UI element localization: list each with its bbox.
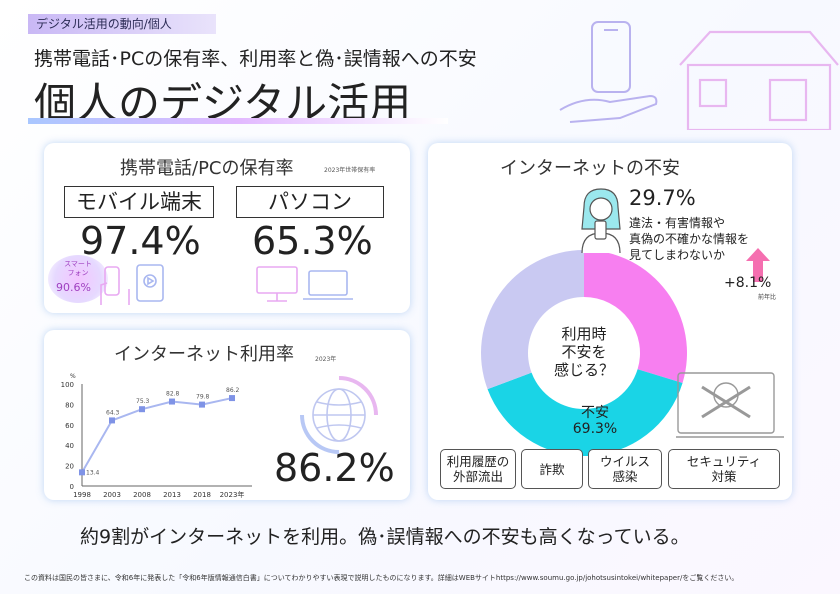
- data-label-2018: 79.8: [196, 394, 210, 401]
- misinfo-line3: 見てしまわないか: [629, 248, 726, 262]
- anxious-label: 不安: [581, 405, 609, 421]
- mobile-label: モバイル端末: [64, 186, 214, 218]
- pc-label: パソコン: [236, 186, 384, 218]
- anxiety-card: インターネットの不安 29.7% 違法・有害情報や 真偽の不確かな情報を 見てし…: [428, 143, 792, 500]
- donut-slice-misinfo: [584, 250, 687, 383]
- donut-slice-other: [481, 250, 584, 390]
- ownership-note: 2023年世帯保有率: [324, 167, 376, 174]
- smartphone-label: スマート フォン: [56, 260, 100, 278]
- donut-slice-anxious: [487, 369, 683, 456]
- anxiety-donut-chart: [481, 250, 687, 456]
- internet-usage-title: インターネット利用率: [114, 344, 294, 365]
- skull-laptop-icon: [676, 372, 784, 438]
- pc-value: 65.3%: [252, 219, 373, 263]
- person-phone-icon: [581, 188, 621, 253]
- y-tick-20: 20: [65, 463, 74, 471]
- factor-0-line2: 外部流出: [452, 469, 503, 484]
- y-tick-80: 80: [65, 401, 74, 409]
- data-label-1998: 13.4: [86, 469, 100, 476]
- factor-3-line2: 対策: [711, 469, 737, 484]
- point-2003: [109, 417, 115, 424]
- point-2018: [199, 401, 205, 408]
- anxious-value: 69.3%: [572, 421, 618, 437]
- misinfo-description: 違法・有害情報や 真偽の不確かな情報を 見てしまわないか: [629, 215, 749, 263]
- factor-security: セキュリティ 対策: [668, 449, 780, 489]
- internet-usage-note: 2023年: [315, 356, 337, 363]
- x-tick-2018: 2018: [193, 491, 211, 499]
- factor-2-line1: ウイルス: [599, 454, 650, 469]
- ownership-title: 携帯電話/PCの保有率: [120, 158, 294, 179]
- center-line3: 感じる？: [553, 361, 614, 379]
- misinfo-line2: 真偽の不確かな情報を: [629, 232, 750, 246]
- anxiety-title: インターネットの不安: [500, 158, 680, 179]
- x-tick-2023: 2023年: [220, 490, 245, 499]
- footer-disclaimer: この資料は国民の皆さまに、令和6年に発表した「令和6年版情報通信白書」についてわ…: [24, 574, 739, 582]
- data-label-2023: 86.2: [226, 387, 240, 394]
- device-illustration: [100, 264, 353, 305]
- smartphone-hand-icon: [559, 21, 658, 123]
- center-line2: 不安を: [561, 343, 607, 361]
- laptop-icon: [303, 270, 353, 300]
- point-2023: [229, 395, 235, 402]
- y-tick-40: 40: [65, 442, 74, 450]
- y-tick-100: 100: [61, 381, 74, 389]
- factor-2-line2: 感染: [612, 469, 638, 484]
- x-tick-2008: 2008: [133, 491, 151, 499]
- point-1998: [79, 469, 85, 476]
- factor-virus: ウイルス 感染: [588, 449, 662, 489]
- factor-history-leak: 利用履歴の 外部流出: [440, 449, 516, 489]
- factor-0-line1: 利用履歴の: [446, 454, 510, 469]
- misinfo-line1: 違法・有害情報や: [629, 216, 726, 230]
- factor-3-line1: セキュリティ: [686, 454, 762, 469]
- mobile-value: 97.4%: [80, 219, 201, 263]
- y-tick-60: 60: [65, 422, 74, 430]
- header-illustration: [559, 21, 839, 130]
- data-label-2008: 75.3: [136, 398, 150, 405]
- data-label-2013: 82.8: [166, 391, 180, 398]
- internet-usage-card: インターネット利用率 2023年 86.2% 100 80 60 40 20 0% 13.4…: [44, 330, 410, 500]
- smartphone-bubble: スマート フォン 90.6%: [48, 255, 108, 303]
- point-2013: [169, 398, 175, 405]
- x-tick-1998: 1998: [73, 491, 91, 499]
- data-label-2003: 64.3: [106, 409, 120, 416]
- factor-fraud: 詐欺: [521, 449, 583, 489]
- hand-phone-icon: [100, 266, 130, 305]
- change-note: 前年比: [758, 294, 777, 301]
- monitor-icon: [256, 266, 298, 302]
- page-subtitle: 携帯電話･PCの保有率、利用率と偽･誤情報への不安: [34, 48, 477, 70]
- y-tick-0: 0: [70, 483, 74, 491]
- conclusion-text: 約9割がインターネットを利用。偽･誤情報への不安も高くなっている。: [80, 526, 690, 548]
- anxious-label-group: 不安 69.3%: [560, 405, 630, 437]
- ownership-card: 携帯電話/PCの保有率 2023年世帯保有率 モバイル端末 パソコン 97.4%…: [44, 143, 410, 313]
- tablet-play-icon: [136, 264, 164, 302]
- y-unit-label: %: [70, 373, 76, 380]
- usage-line: [81, 397, 233, 473]
- point-2008: [139, 406, 145, 413]
- center-line1: 利用時: [561, 325, 607, 343]
- smartphone-label-line2: フォン: [67, 269, 89, 277]
- x-tick-2013: 2013: [163, 491, 181, 499]
- smartphone-label-line1: スマート: [64, 260, 92, 268]
- category-tag: デジタル活用の動向/個人: [28, 14, 216, 34]
- title-underline: [28, 118, 448, 124]
- smartphone-value: 90.6%: [56, 281, 91, 294]
- misinfo-value: 29.7%: [629, 186, 696, 210]
- factor-1-line1: 詐欺: [539, 461, 565, 477]
- globe-icon: [300, 376, 378, 454]
- arrow-up-icon: [746, 248, 770, 282]
- house-icon: [679, 30, 839, 130]
- x-tick-2003: 2003: [103, 491, 121, 499]
- donut-center-text: 利用時 不安を 感じる？: [548, 325, 620, 379]
- change-value: +8.1%: [724, 275, 772, 291]
- internet-usage-chart: 100 80 60 40 20 0% 13.4 1998 64.3 2003 75.3 2008 82.…: [61, 373, 252, 499]
